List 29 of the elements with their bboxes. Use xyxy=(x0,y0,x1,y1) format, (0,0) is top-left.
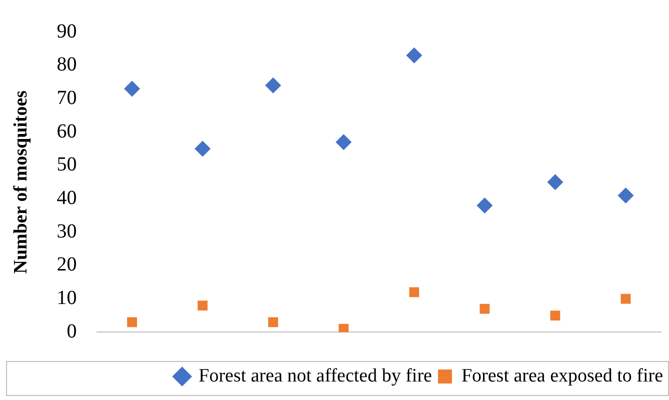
point xyxy=(476,197,493,214)
legend-label: Forest area not affected by fire xyxy=(198,365,432,386)
y-tick-label: 30 xyxy=(56,220,77,242)
y-tick-label: 80 xyxy=(56,54,77,76)
point xyxy=(618,187,634,204)
y-tick-label: 10 xyxy=(56,287,77,310)
point xyxy=(338,324,349,332)
y-axis-title: Number of mosquitoes xyxy=(10,90,32,274)
point xyxy=(480,304,490,314)
point xyxy=(409,287,420,298)
point xyxy=(268,317,278,328)
point xyxy=(406,47,422,64)
y-tick-label: 40 xyxy=(56,187,77,210)
y-tick-label: 60 xyxy=(56,120,77,142)
y-tick-label: 20 xyxy=(56,254,77,276)
point xyxy=(547,174,564,190)
y-tick-label: 50 xyxy=(56,154,77,176)
y-tick-label: 90 xyxy=(56,20,77,42)
point xyxy=(265,77,282,94)
point xyxy=(127,317,138,328)
point xyxy=(194,140,211,157)
point xyxy=(124,80,140,97)
legend-label: Forest area exposed to fire xyxy=(461,365,664,386)
y-tick-label: 70 xyxy=(56,86,77,109)
point xyxy=(198,300,208,310)
y-tick-label: 0 xyxy=(66,320,77,342)
point xyxy=(336,134,352,150)
point xyxy=(620,294,631,304)
point xyxy=(550,310,560,320)
